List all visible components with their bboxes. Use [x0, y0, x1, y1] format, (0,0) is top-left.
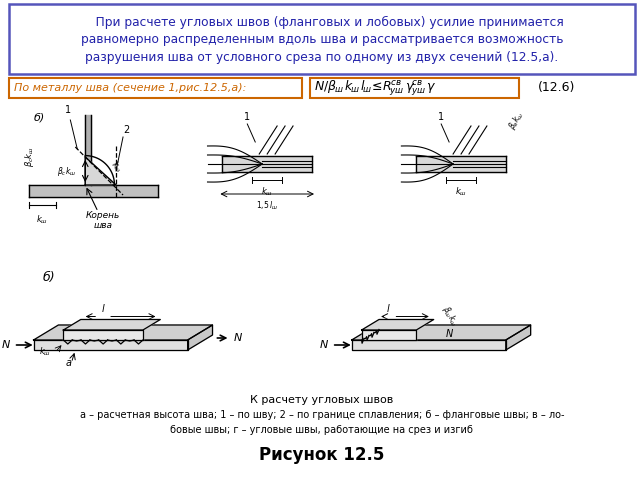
Text: N: N [319, 340, 328, 350]
Text: К расчету угловых швов: К расчету угловых швов [250, 395, 394, 405]
FancyBboxPatch shape [9, 4, 635, 74]
Polygon shape [33, 340, 188, 350]
Text: 1: 1 [438, 112, 444, 122]
Polygon shape [85, 115, 92, 185]
Polygon shape [63, 320, 160, 330]
Text: $1{,}5\,l_ш$: $1{,}5\,l_ш$ [256, 200, 278, 213]
Text: $\beta_ш k_ш$: $\beta_ш k_ш$ [438, 304, 461, 328]
Text: $k_ш$: $k_ш$ [455, 186, 467, 199]
Text: l: l [387, 303, 390, 313]
Text: $\beta_c k_ш$: $\beta_c k_ш$ [57, 165, 76, 178]
Polygon shape [188, 325, 212, 350]
Text: шва: шва [93, 220, 113, 229]
Text: (12.6): (12.6) [538, 82, 575, 95]
Text: l: l [102, 303, 104, 313]
Polygon shape [33, 325, 212, 340]
Text: $k_ш$: $k_ш$ [40, 346, 51, 358]
Text: б): б) [33, 112, 45, 122]
Text: Рисунок 12.5: Рисунок 12.5 [259, 446, 385, 464]
Text: разрушения шва от условного среза по одному из двух сечений (12.5,а).: разрушения шва от условного среза по одн… [85, 51, 559, 64]
Polygon shape [63, 330, 143, 340]
Polygon shape [506, 325, 531, 350]
Text: бовые швы; г – угловые швы, работающие на срез и изгиб: бовые швы; г – угловые швы, работающие н… [170, 425, 474, 435]
Text: По металлу шва (сечение 1,рис.12.5,а):: По металлу шва (сечение 1,рис.12.5,а): [13, 83, 246, 93]
Polygon shape [362, 330, 416, 340]
Text: N: N [234, 333, 242, 343]
Polygon shape [223, 156, 312, 172]
Polygon shape [352, 340, 506, 350]
Text: $\beta_в k_ш$: $\beta_в k_ш$ [506, 108, 527, 132]
Text: 1: 1 [244, 112, 250, 122]
Text: Корень: Корень [86, 211, 120, 219]
Polygon shape [352, 325, 531, 340]
Polygon shape [29, 185, 158, 197]
FancyBboxPatch shape [9, 78, 302, 98]
Text: a: a [65, 358, 71, 368]
Polygon shape [416, 156, 506, 172]
FancyBboxPatch shape [310, 78, 518, 98]
Text: N: N [445, 329, 453, 339]
Text: $k_ш$: $k_ш$ [108, 158, 125, 176]
Text: равномерно распределенным вдоль шва и рассматривается возможность: равномерно распределенным вдоль шва и ра… [81, 34, 563, 47]
Text: 1: 1 [65, 105, 72, 115]
Text: При расчете угловых швов (фланговых и лобовых) усилие принимается: При расчете угловых швов (фланговых и ло… [80, 15, 564, 28]
Polygon shape [362, 320, 434, 330]
Text: $k_ш$: $k_ш$ [36, 213, 49, 226]
Polygon shape [85, 157, 116, 185]
Text: $N/\beta_{\!ш}\,k_{\!ш}\,l_{\!ш}\!\leq\!R^{\!св}_{\!уш}\,\gamma^{\!св}_{\!уш}\,\: $N/\beta_{\!ш}\,k_{\!ш}\,l_{\!ш}\!\leq\!… [314, 78, 436, 98]
Text: а – расчетная высота шва; 1 – по шву; 2 – по границе сплавления; б – фланговые ш: а – расчетная высота шва; 1 – по шву; 2 … [79, 410, 564, 420]
Text: б): б) [42, 272, 55, 285]
Text: $k_ш$: $k_ш$ [261, 186, 273, 199]
Text: N: N [1, 340, 10, 350]
Text: $\beta_c k_ш$: $\beta_c k_ш$ [22, 146, 36, 168]
Text: 2: 2 [123, 125, 129, 135]
